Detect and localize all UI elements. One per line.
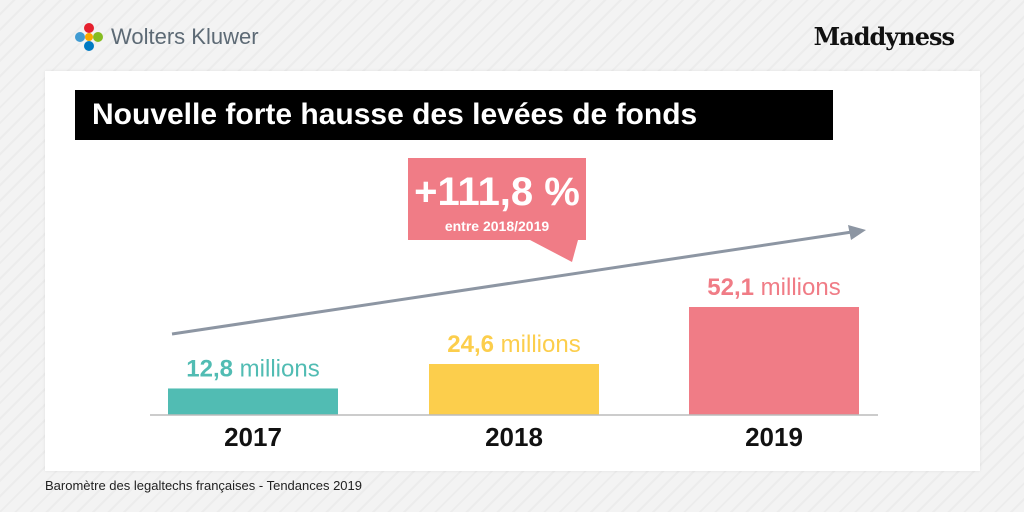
x-tick-label-2019: 2019 (745, 422, 803, 452)
bar-2017 (168, 388, 338, 415)
callout-background (408, 158, 586, 240)
trend-arrow-head (848, 225, 866, 240)
x-tick-label-2017: 2017 (224, 422, 282, 452)
wolters-kluwer-icon (75, 23, 103, 51)
chart-title: Nouvelle forte hausse des levées de fond… (75, 90, 833, 140)
bar-2018 (429, 364, 599, 415)
bar-value-label-2018: 24,6 millions (447, 331, 580, 358)
trend-arrow-line (171, 230, 853, 336)
callout-subtitle: entre 2018/2019 (445, 218, 550, 234)
callout-box: +111,8 % entre 2018/2019 (408, 158, 586, 262)
bar-value-label-2019: 52,1 millions (707, 274, 840, 301)
source-note: Baromètre des legaltechs françaises - Te… (45, 478, 363, 493)
maddyness-logo: Maddyness (813, 22, 955, 51)
x-tick-label-2018: 2018 (485, 422, 543, 452)
wolters-kluwer-text: Wolters Kluwer (111, 24, 259, 49)
bar-value-label-2017: 12,8 millions (186, 355, 319, 382)
wolters-kluwer-logo: Wolters Kluwer (74, 22, 259, 52)
callout-value: +111,8 % (414, 170, 580, 214)
callout-tail (530, 240, 578, 262)
bar-2019 (689, 307, 859, 415)
